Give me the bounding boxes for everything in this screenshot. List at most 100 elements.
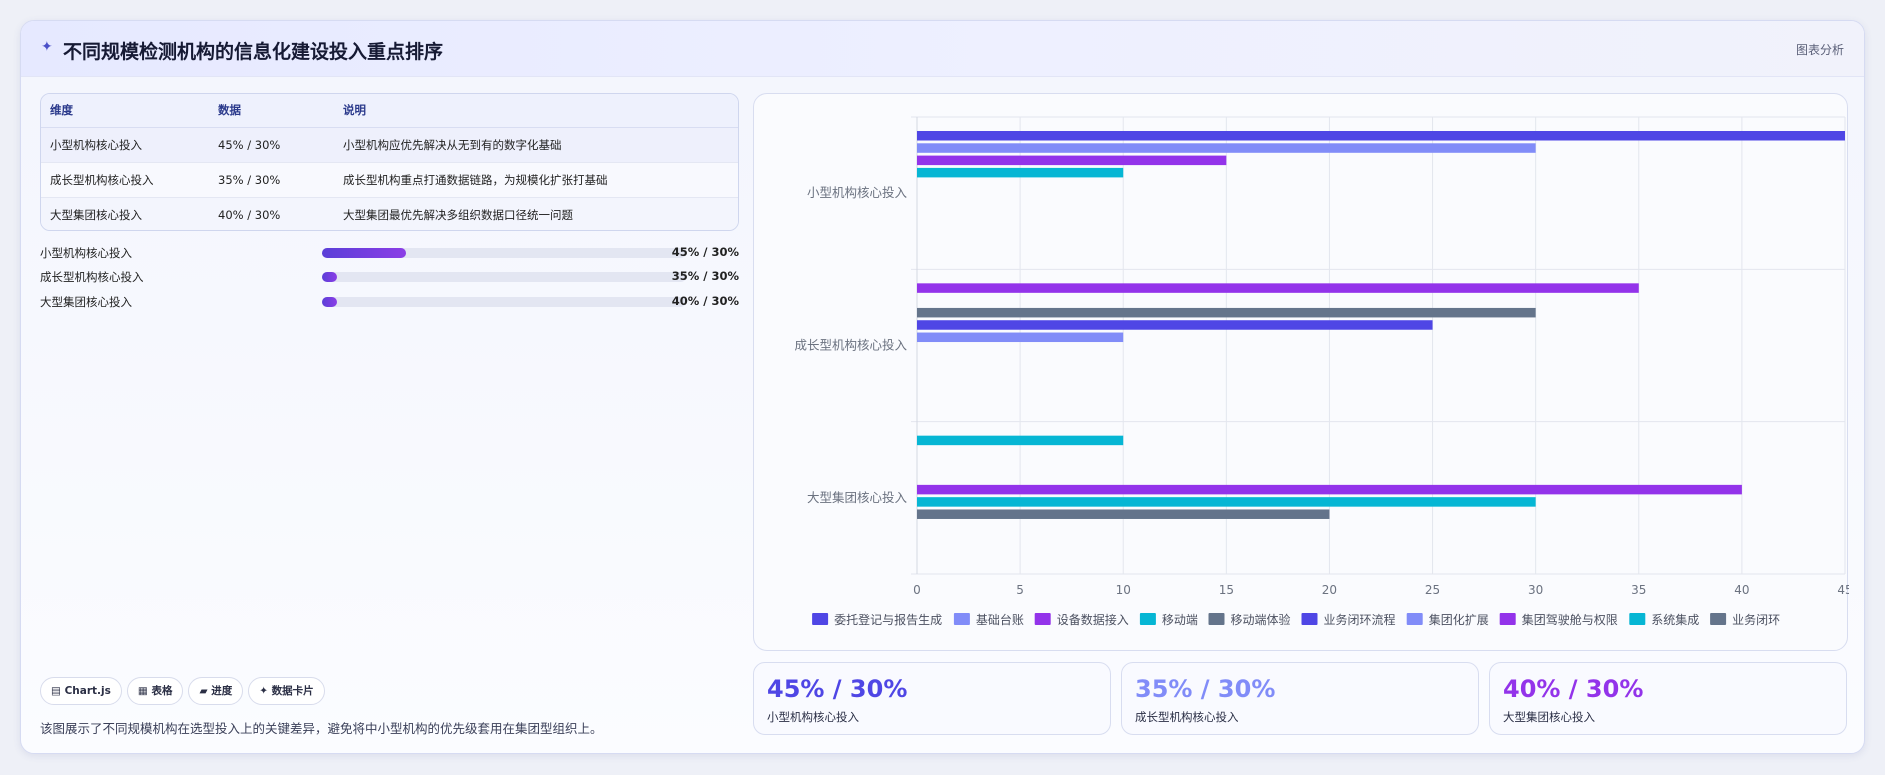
table-cell: 小型机构应优先解决从无到有的数字化基础 [334, 127, 738, 163]
kpi-label: 小型机构核心投入 [767, 710, 859, 724]
x-tick-label: 5 [1016, 583, 1024, 597]
legend-label: 业务闭环流程 [1324, 612, 1396, 627]
table-cell: 40% / 30% [209, 197, 334, 230]
progress-icon: ▰ [199, 685, 208, 697]
legend-swatch [1499, 613, 1516, 625]
bar [917, 143, 1536, 153]
legend-label: 业务闭环 [1732, 612, 1780, 627]
progress-label: 成长型机构核心投入 [40, 270, 144, 284]
x-tick-label: 35 [1631, 583, 1646, 597]
y-tick-label: 大型集团核心投入 [807, 490, 908, 505]
table-cell: 小型机构核心投入 [41, 127, 209, 163]
sparkle-icon: ✦ [259, 685, 269, 697]
x-tick-label: 25 [1425, 583, 1440, 597]
table-cell: 45% / 30% [209, 127, 334, 163]
progress-fill [322, 248, 406, 258]
table-cell: 成长型机构核心投入 [41, 162, 209, 198]
table-cell: 成长型机构重点打通数据链路，为规模化扩张打基础 [334, 162, 738, 198]
chart-footnote: 该图展示了不同规模机构在选型投入上的关键差异，避免将中小型机构的优先级套用在集团… [40, 721, 603, 736]
chart-icon: ▤ [51, 685, 61, 697]
bar [917, 283, 1639, 293]
table-row: 小型机构核心投入 45% / 30% 小型机构应优先解决从无到有的数字化基础 [41, 127, 738, 163]
column-header: 维度 [41, 94, 209, 128]
x-tick-label: 30 [1528, 583, 1543, 597]
x-tick-label: 15 [1219, 583, 1234, 597]
progress-value: 35% / 30% [671, 269, 739, 283]
legend-label: 委托登记与报告生成 [834, 612, 942, 627]
table-cell: 35% / 30% [209, 162, 334, 198]
bar [917, 435, 1124, 446]
main-card: ✦ 不同规模检测机构的信息化建设投入重点排序 图表分析 维度 数据 说明 小型机… [20, 20, 1865, 754]
progress-label: 小型机构核心投入 [40, 246, 132, 260]
kpi-card: 35% / 30% 成长型机构核心投入 [1121, 662, 1479, 735]
chip-data-card[interactable]: ✦ 数据卡片 [248, 677, 325, 705]
progress-label: 大型集团核心投入 [40, 295, 132, 309]
kpi-label: 成长型机构核心投入 [1135, 710, 1239, 724]
bar [917, 484, 1742, 495]
legend-swatch [1629, 613, 1646, 625]
table-row: 成长型机构核心投入 35% / 30% 成长型机构重点打通数据链路，为规模化扩张… [41, 162, 738, 198]
bar [917, 131, 1845, 141]
progress-row: 大型集团核心投入 40% / 30% [40, 293, 739, 311]
legend-label: 集团驾驶舱与权限 [1522, 612, 1618, 627]
x-tick-label: 40 [1734, 583, 1749, 597]
legend-swatch [1034, 613, 1051, 625]
kpi-card: 40% / 30% 大型集团核心投入 [1489, 662, 1847, 735]
bar [917, 509, 1330, 519]
table-row: 大型集团核心投入 40% / 30% 大型集团最优先解决多组织数据口径统一问题 [41, 197, 738, 230]
bar [917, 167, 1124, 178]
progress-fill [322, 272, 337, 282]
x-tick-label: 10 [1116, 583, 1131, 597]
column-header: 数据 [209, 94, 334, 128]
legend-swatch [1208, 613, 1225, 625]
kpi-value: 40% / 30% [1503, 675, 1644, 703]
chip-table[interactable]: ▦ 表格 [126, 677, 184, 705]
legend-swatch [1710, 613, 1727, 625]
legend-swatch [1139, 613, 1156, 625]
legend-swatch [1406, 613, 1423, 625]
chart-panel: 0 5 10 15 20 25 30 35 40 45 小型机构核心投入成长型机构核心投入大型集团核… [753, 93, 1849, 651]
y-tick-label: 小型机构核心投入 [807, 185, 908, 200]
summary-table: 维度 数据 说明 小型机构核心投入 45% / 30% 小型机构应优先解决从无到… [40, 93, 739, 231]
kpi-card: 45% / 30% 小型机构核心投入 [753, 662, 1111, 735]
bar [917, 320, 1433, 330]
legend-label: 集团化扩展 [1429, 612, 1489, 627]
chip-label: Chart.js [64, 685, 111, 697]
bar [917, 332, 1124, 343]
chart-analysis-link[interactable]: 图表分析 [1795, 43, 1844, 57]
progress-track [322, 297, 686, 307]
bar [917, 307, 1536, 318]
kpi-value: 35% / 30% [1135, 675, 1276, 703]
chip-progress[interactable]: ▰ 进度 [188, 677, 244, 705]
chip-chartjs[interactable]: ▤ Chart.js [40, 677, 122, 705]
progress-value: 45% / 30% [671, 245, 739, 259]
table-header-row: 维度 数据 说明 [41, 94, 738, 128]
feature-chips: ▤ Chart.js ▦ 表格 ▰ 进度 ✦ 数据卡片 [40, 677, 330, 705]
x-tick-label: 20 [1322, 583, 1337, 597]
page-title: 不同规模检测机构的信息化建设投入重点排序 [63, 41, 444, 63]
legend-label: 移动端体验 [1231, 612, 1291, 627]
sparkle-icon: ✦ [41, 39, 53, 55]
header-bar: ✦ 不同规模检测机构的信息化建设投入重点排序 图表分析 [21, 21, 1864, 77]
legend-label: 系统集成 [1651, 612, 1699, 627]
chip-label: 表格 [151, 685, 173, 697]
column-header: 说明 [334, 94, 738, 128]
chip-label: 数据卡片 [271, 685, 314, 697]
bar-chart: 0 5 10 15 20 25 30 35 40 45 小型机构核心投入成长型机构核心投入大型集团核… [794, 116, 1849, 627]
progress-row: 成长型机构核心投入 35% / 30% [40, 268, 739, 286]
kpi-label: 大型集团核心投入 [1503, 710, 1595, 724]
x-tick-label: 45 [1837, 583, 1849, 597]
legend-label: 基础台账 [976, 612, 1024, 627]
table-cell: 大型集团最优先解决多组织数据口径统一问题 [334, 197, 738, 230]
bar [917, 155, 1227, 166]
progress-row: 小型机构核心投入 45% / 30% [40, 244, 739, 262]
table-cell: 大型集团核心投入 [41, 197, 209, 230]
legend-swatch [953, 613, 970, 625]
legend-swatch [812, 613, 829, 625]
progress-track [322, 248, 686, 258]
table-icon: ▦ [137, 685, 148, 697]
x-tick-label: 0 [913, 583, 921, 597]
legend-label: 移动端 [1162, 613, 1198, 627]
chip-label: 进度 [211, 685, 233, 697]
progress-track [322, 272, 686, 282]
